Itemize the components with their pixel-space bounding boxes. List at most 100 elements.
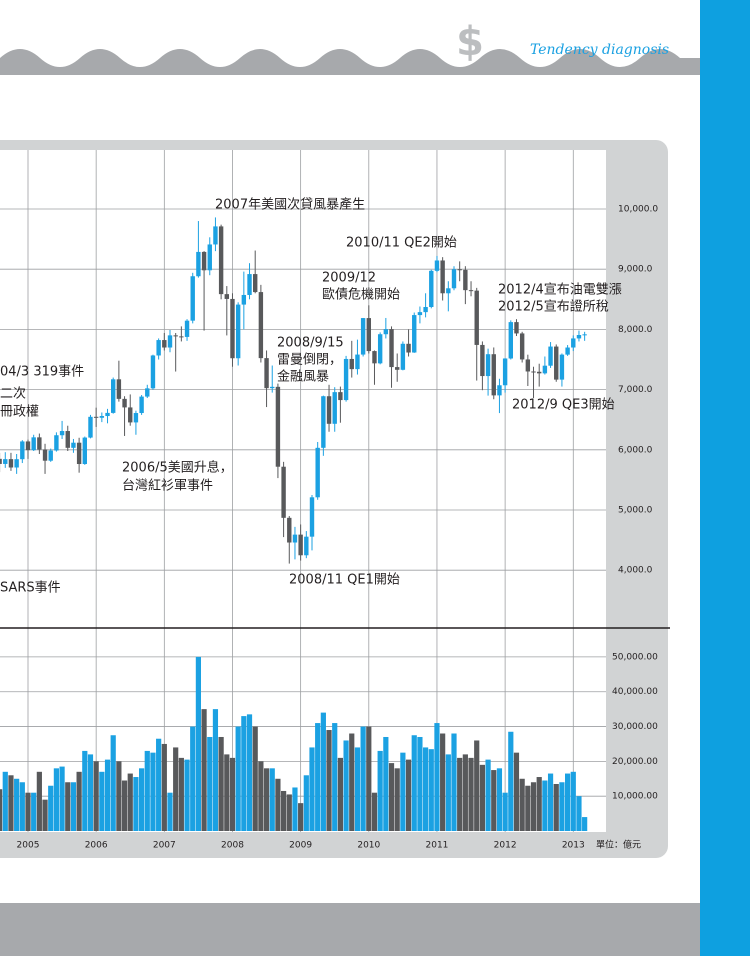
candle-body	[531, 371, 536, 373]
candle-body	[173, 335, 178, 337]
candle-body	[468, 290, 474, 292]
plot-area	[0, 150, 606, 832]
candle-body	[71, 442, 76, 448]
dollar-icon: $	[456, 19, 484, 65]
candle-body	[48, 450, 53, 461]
candle-body	[480, 344, 485, 377]
volume-bar	[479, 764, 485, 831]
volume-bar	[48, 785, 54, 831]
y-tick-label: 9,000.0	[618, 265, 653, 275]
volume-bar	[144, 750, 150, 831]
x-tick-label: 2009	[289, 841, 312, 851]
x-tick-label: 2013	[562, 841, 585, 851]
candle-body	[218, 226, 224, 295]
volume-bar	[42, 799, 48, 831]
candle-body	[65, 431, 70, 448]
volume-bar	[360, 726, 366, 831]
header-dot	[680, 48, 686, 54]
volume-bar	[212, 709, 219, 831]
candle-body	[485, 354, 491, 377]
volume-bar	[218, 736, 224, 831]
annotation: 2009/12	[322, 271, 376, 286]
volume-bar	[428, 749, 434, 831]
volume-bar	[434, 723, 440, 831]
y-tick-label: 8,000.0	[618, 325, 653, 335]
side-strip	[700, 0, 750, 956]
volume-bar	[59, 766, 65, 831]
candle-body	[355, 354, 360, 370]
volume-bar	[286, 794, 292, 831]
volume-bar	[547, 773, 554, 831]
candle-body	[508, 322, 513, 359]
candle-body	[88, 416, 93, 438]
volume-bar	[326, 730, 332, 831]
candle-body	[559, 354, 565, 380]
candle-body	[395, 367, 400, 370]
volume-bar	[173, 747, 179, 831]
candle-body	[338, 392, 343, 401]
candle-body	[20, 441, 25, 460]
candle-body	[502, 358, 508, 386]
volume-bar	[417, 736, 423, 831]
volume-bar	[423, 747, 429, 831]
volume-bar	[411, 735, 417, 831]
x-tick-label: 2008	[221, 841, 244, 851]
annotation: 2008/9/15	[277, 336, 344, 351]
volume-bar	[275, 778, 281, 831]
candle-body	[548, 346, 553, 366]
candle-body	[264, 358, 269, 389]
volume-bar	[178, 757, 184, 831]
volume-bar	[87, 754, 94, 831]
y-tick-label: 20,000.00	[612, 757, 658, 767]
annotation: 2010/11 QE2開始	[346, 236, 457, 251]
volume-bar	[104, 759, 111, 831]
volume-bar	[542, 780, 548, 831]
header-wave	[0, 49, 700, 75]
volume-bar	[269, 768, 275, 831]
candle-body	[99, 416, 105, 418]
volume-bar	[65, 782, 71, 831]
candle-body	[514, 322, 519, 334]
annotation: 金融風暴	[277, 369, 329, 385]
candle-body	[343, 358, 349, 401]
volume-bar	[502, 792, 508, 831]
volume-bar	[366, 726, 372, 831]
volume-bar	[536, 777, 542, 831]
candle-body	[156, 340, 161, 356]
candle-body	[429, 270, 434, 308]
candle-body	[360, 318, 366, 355]
candle-body	[213, 226, 218, 245]
volume-bar	[315, 723, 321, 831]
volume-bar	[133, 777, 139, 831]
annotation: 2007年美國次貸風暴產生	[215, 197, 365, 213]
volume-bar	[14, 778, 20, 831]
volume-bar	[207, 736, 213, 831]
annotation: 台灣紅衫軍事件	[122, 479, 213, 494]
volume-bar	[565, 773, 571, 831]
candle-body	[537, 371, 542, 374]
candle-body	[224, 294, 229, 299]
candle-body	[162, 340, 167, 348]
volume-bar	[303, 775, 309, 831]
volume-bar	[224, 754, 230, 831]
candle-body	[463, 269, 468, 291]
volume-bar	[150, 752, 156, 831]
candle-body	[128, 407, 133, 423]
volume-bar	[570, 771, 576, 831]
candle-body	[281, 466, 286, 518]
candle-body	[434, 260, 440, 271]
volume-bar	[139, 768, 145, 831]
candle-body	[377, 334, 383, 364]
candle-body	[474, 290, 479, 345]
volume-bar	[553, 783, 559, 831]
volume-bar	[70, 782, 77, 831]
annotation: 2006/5美國升息，	[122, 460, 233, 476]
volume-bar	[121, 780, 128, 831]
header-title: Tendency diagnosis	[530, 42, 669, 58]
y-tick-label: 10,000.0	[618, 204, 658, 214]
candle-body	[440, 260, 445, 294]
volume-bar	[184, 759, 190, 831]
volume-bar	[229, 757, 236, 831]
